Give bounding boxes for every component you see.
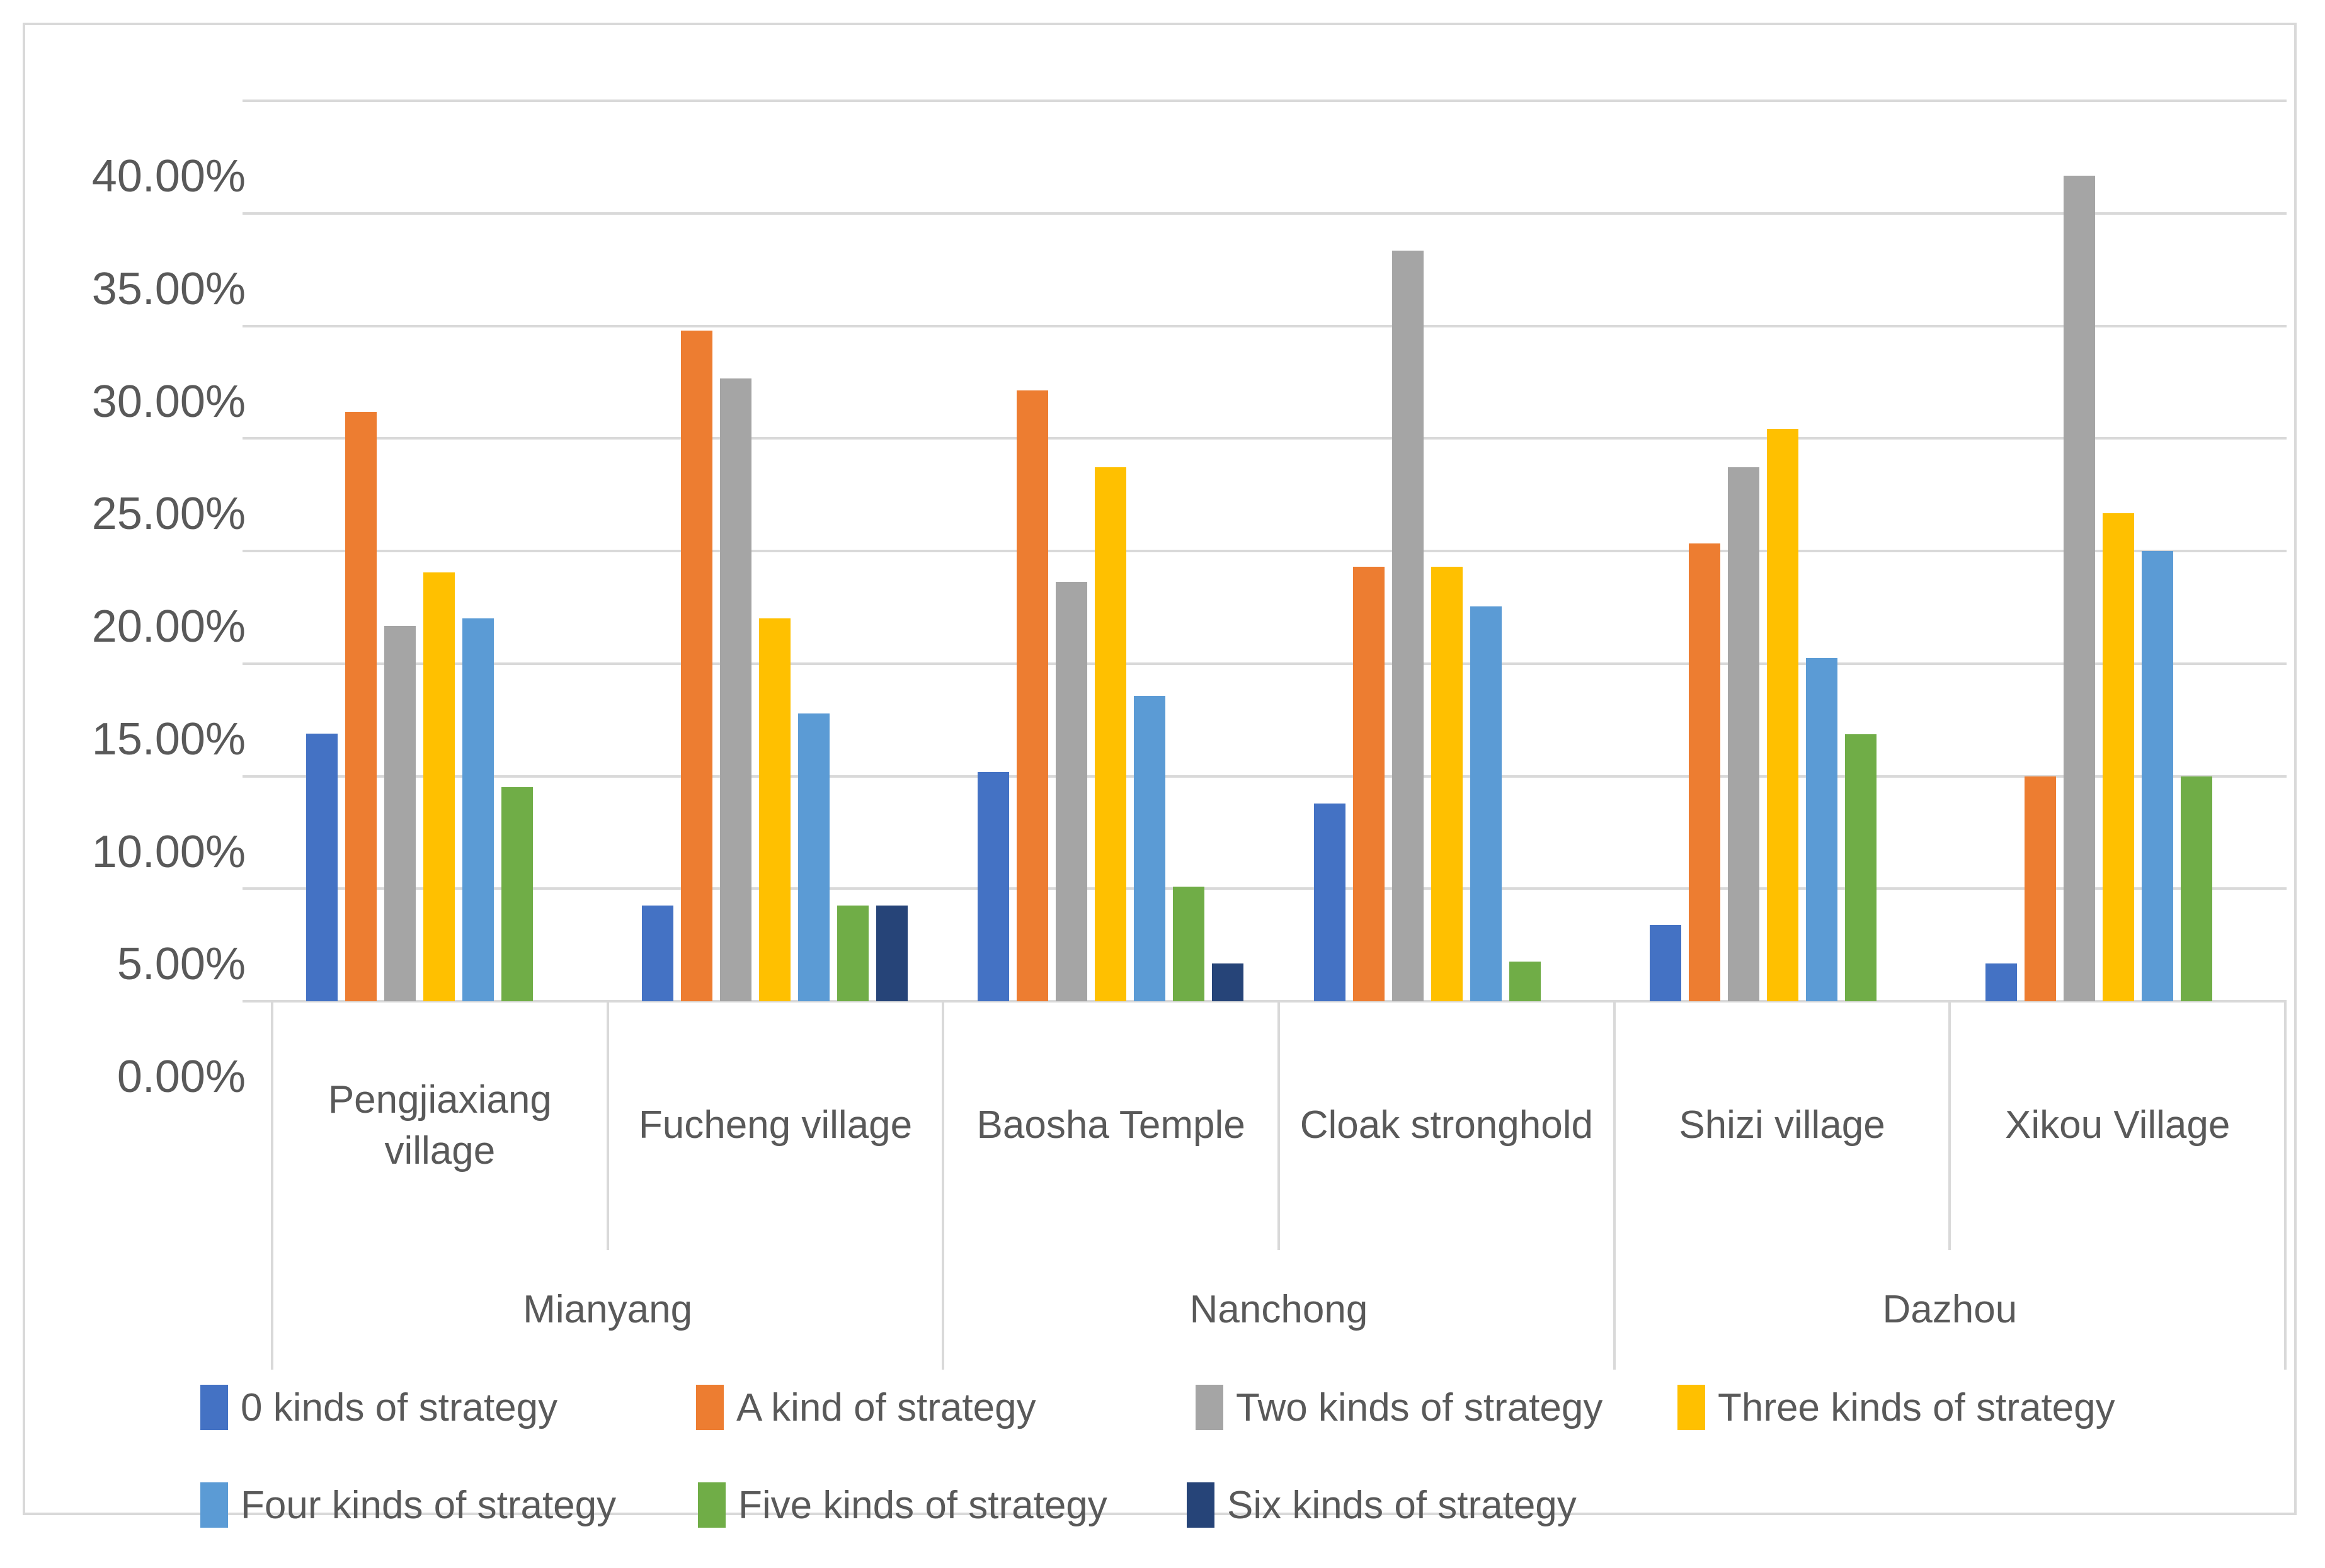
village-label-row: Pengjiaxiang village Fucheng village Baosh…	[273, 1001, 2284, 1250]
legend-swatch-five-kinds-of-strategy	[698, 1482, 726, 1528]
city-label-row: Mianyang Nanchong Dazhou	[273, 1250, 2284, 1370]
bar-three-kinds-of-strategy-fucheng-village	[758, 618, 791, 1001]
bar-0-kinds-of-strategy-shizi-village	[1649, 924, 1681, 1001]
bar-three-kinds-of-strategy-xikou-village	[2103, 513, 2135, 1001]
legend-swatch-three-kinds-of-strategy	[1677, 1385, 1705, 1430]
city-label-mianyang: Mianyang	[273, 1250, 945, 1370]
gridline-20pct	[243, 550, 2287, 552]
bar-four-kinds-of-strategy-shizi-village	[1805, 657, 1837, 1001]
bar-group-fucheng-village	[607, 101, 942, 1001]
city-label-dazhou: Dazhou	[1882, 1287, 2018, 1331]
gridline-30pct	[243, 324, 2287, 327]
bar-0-kinds-of-strategy-cloak-stronghold	[1313, 804, 1345, 1001]
legend-item-a-kind-of-strategy: A kind of strategy	[696, 1379, 1036, 1436]
bar-two-kinds-of-strategy-pengjiaxiang-village	[384, 626, 416, 1001]
village-label-pengjiaxiang-village: Pengjiaxiang village	[273, 1001, 609, 1250]
y-axis-tick-label: 35.00%	[91, 263, 246, 314]
city-label-nanchong: Nanchong	[944, 1250, 1616, 1370]
bar-three-kinds-of-strategy-shizi-village	[1766, 429, 1798, 1001]
gridline-0pct	[243, 1000, 2287, 1003]
bar-a-kind-of-strategy-fucheng-village	[680, 331, 712, 1001]
village-label-cloak-stronghold: Cloak stronghold	[1280, 1001, 1616, 1250]
bar-four-kinds-of-strategy-xikou-village	[2142, 551, 2174, 1001]
legend-item-three-kinds-of-strategy: Three kinds of strategy	[1677, 1379, 2115, 1436]
bar-five-kinds-of-strategy-shizi-village	[1844, 734, 1877, 1001]
bar-a-kind-of-strategy-baosha-temple	[1017, 390, 1049, 1001]
y-axis-tick-label: 40.00%	[91, 151, 246, 202]
bar-0-kinds-of-strategy-baosha-temple	[978, 772, 1010, 1001]
bar-three-kinds-of-strategy-pengjiaxiang-village	[423, 572, 455, 1001]
bar-a-kind-of-strategy-shizi-village	[1688, 543, 1720, 1001]
bar-a-kind-of-strategy-pengjiaxiang-village	[345, 411, 377, 1001]
bar-four-kinds-of-strategy-cloak-stronghold	[1470, 606, 1502, 1001]
bar-two-kinds-of-strategy-xikou-village	[2064, 176, 2096, 1001]
legend-label-four-kinds-of-strategy: Four kinds of strategy	[241, 1483, 617, 1527]
legend-label-two-kinds-of-strategy: Two kinds of strategy	[1236, 1385, 1603, 1429]
bar-groups	[271, 101, 2287, 1001]
chart-outer-border: 0.00% 5.00% 10.00% 15.00% 20.00% 25.00% 30.00%…	[23, 23, 2297, 1528]
legend-label-three-kinds-of-strategy: Three kinds of strategy	[1718, 1385, 2115, 1429]
y-axis-tick-label: 10.00%	[91, 826, 246, 877]
plot-area	[243, 99, 2287, 1003]
gridline-35pct	[243, 212, 2287, 215]
y-axis-tick-label: 0.00%	[117, 1052, 246, 1102]
bar-two-kinds-of-strategy-fucheng-village	[719, 378, 751, 1001]
bar-group-pengjiaxiang-village	[271, 101, 607, 1001]
legend-item-0-kinds-of-strategy: 0 kinds of strategy	[200, 1379, 557, 1436]
legend-swatch-two-kinds-of-strategy	[1196, 1385, 1223, 1430]
y-axis-tick-label: 15.00%	[91, 713, 246, 764]
bar-three-kinds-of-strategy-cloak-stronghold	[1431, 567, 1463, 1001]
gridline-5pct	[243, 887, 2287, 890]
gridline-15pct	[243, 662, 2287, 665]
bar-six-kinds-of-strategy-fucheng-village	[876, 905, 908, 1001]
village-label-fucheng-village: Fucheng village	[609, 1001, 945, 1250]
y-axis-tick-label: 30.00%	[91, 376, 246, 427]
legend-item-four-kinds-of-strategy: Four kinds of strategy	[200, 1477, 616, 1533]
legend-label-six-kinds-of-strategy: Six kinds of strategy	[1227, 1483, 1577, 1527]
legend-item-six-kinds-of-strategy: Six kinds of strategy	[1187, 1477, 1577, 1533]
gridline-10pct	[243, 775, 2287, 778]
bar-group-baosha-temple	[943, 101, 1279, 1001]
bar-six-kinds-of-strategy-baosha-temple	[1212, 963, 1244, 1001]
bar-three-kinds-of-strategy-baosha-temple	[1095, 467, 1127, 1001]
bar-group-cloak-stronghold	[1279, 101, 1614, 1001]
bar-five-kinds-of-strategy-cloak-stronghold	[1509, 962, 1541, 1001]
bar-four-kinds-of-strategy-pengjiaxiang-village	[462, 618, 494, 1001]
village-label-xikou-village: Xikou Village	[2005, 1103, 2231, 1147]
bar-five-kinds-of-strategy-xikou-village	[2181, 776, 2213, 1001]
bar-two-kinds-of-strategy-cloak-stronghold	[1391, 251, 1424, 1001]
bar-two-kinds-of-strategy-baosha-temple	[1056, 581, 1088, 1001]
y-axis-tick-label: 20.00%	[91, 601, 246, 652]
y-axis-tick-label: 25.00%	[91, 489, 246, 540]
legend-item-five-kinds-of-strategy: Five kinds of strategy	[698, 1477, 1107, 1533]
legend-swatch-six-kinds-of-strategy	[1187, 1482, 1214, 1528]
bar-0-kinds-of-strategy-pengjiaxiang-village	[306, 733, 338, 1001]
bar-group-xikou-village	[1951, 101, 2287, 1001]
bar-a-kind-of-strategy-cloak-stronghold	[1352, 567, 1385, 1001]
legend-label-five-kinds-of-strategy: Five kinds of strategy	[738, 1483, 1107, 1527]
y-axis-tick-label: 5.00%	[117, 939, 246, 990]
bar-0-kinds-of-strategy-xikou-village	[1985, 963, 2018, 1001]
legend-label-0-kinds-of-strategy: 0 kinds of strategy	[241, 1385, 558, 1429]
gridline-25pct	[243, 437, 2287, 440]
bar-four-kinds-of-strategy-baosha-temple	[1134, 696, 1166, 1001]
bar-five-kinds-of-strategy-fucheng-village	[837, 905, 869, 1001]
village-label-baosha-temple: Baosha Temple	[944, 1001, 1281, 1250]
legend-label-a-kind-of-strategy: A kind of strategy	[736, 1385, 1036, 1429]
bar-five-kinds-of-strategy-pengjiaxiang-village	[501, 787, 533, 1001]
bar-four-kinds-of-strategy-fucheng-village	[797, 713, 830, 1001]
bar-a-kind-of-strategy-xikou-village	[2025, 776, 2057, 1001]
category-axis-table: Pengjiaxiang village Fucheng village Baosh…	[271, 1001, 2287, 1370]
bar-five-kinds-of-strategy-baosha-temple	[1173, 887, 1205, 1001]
village-label-shizi-village: Shizi village	[1616, 1001, 1951, 1250]
gridline-40pct	[243, 99, 2287, 102]
bar-group-shizi-village	[1614, 101, 1950, 1001]
legend-item-two-kinds-of-strategy: Two kinds of strategy	[1196, 1379, 1602, 1436]
y-axis: 0.00% 5.00% 10.00% 15.00% 20.00% 25.00% 30.00%…	[25, 25, 246, 1568]
legend-swatch-a-kind-of-strategy	[696, 1385, 724, 1430]
bar-two-kinds-of-strategy-shizi-village	[1727, 467, 1759, 1001]
bar-0-kinds-of-strategy-fucheng-village	[641, 905, 673, 1001]
